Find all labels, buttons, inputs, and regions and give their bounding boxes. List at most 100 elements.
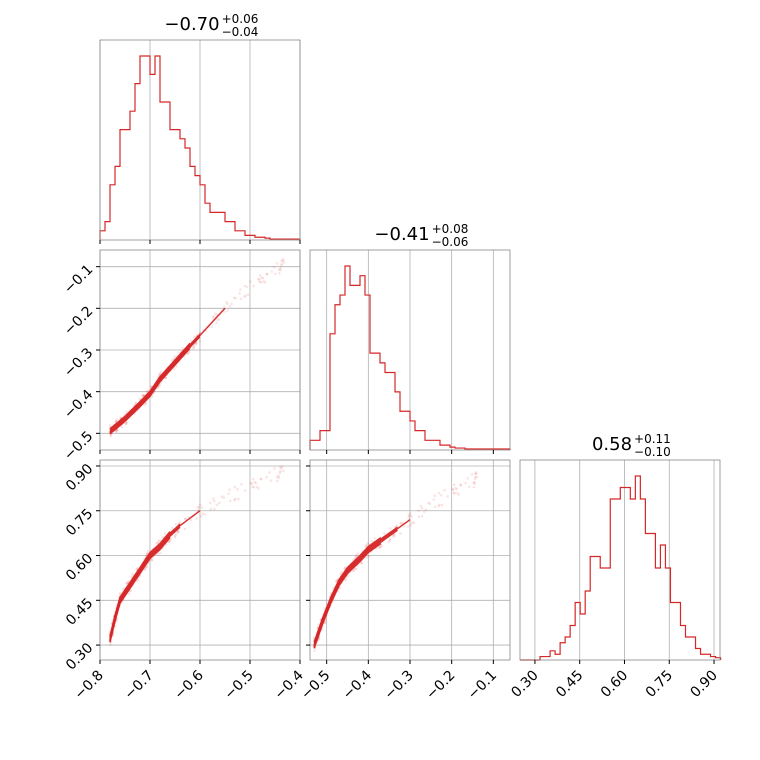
sample-point [459, 483, 463, 487]
sample-point [273, 272, 277, 276]
sample-point [451, 488, 455, 492]
sample-point [108, 424, 112, 427]
sample-point [417, 509, 420, 513]
sample-point [278, 271, 281, 275]
sample-point [122, 587, 125, 591]
sample-point [226, 302, 229, 306]
sample-point [258, 280, 262, 284]
sample-point [183, 527, 187, 531]
sample-point [143, 567, 147, 571]
sample-point [174, 534, 177, 538]
sample-point [223, 310, 226, 314]
sample-point [172, 367, 176, 371]
sample-point [475, 471, 478, 474]
title-err-plus: +0.06 [222, 12, 259, 26]
sample-point [395, 524, 399, 527]
sample-point [167, 540, 171, 544]
sample-point [251, 477, 255, 481]
title-err-plus: +0.11 [634, 432, 671, 446]
sample-point [259, 280, 263, 284]
sample-point [403, 524, 406, 528]
sample-point [228, 499, 232, 503]
sample-point [215, 321, 218, 325]
sample-point [178, 521, 181, 524]
sample-point [279, 268, 282, 272]
sample-point [408, 514, 411, 518]
sample-point [474, 472, 477, 475]
sample-point [125, 421, 128, 425]
sample-point [196, 505, 200, 509]
title-err-minus: −0.06 [432, 235, 469, 249]
sample-point [233, 485, 237, 489]
sample-point [161, 536, 164, 539]
sample-point [338, 586, 342, 590]
sample-point [225, 300, 228, 304]
sample-point [201, 512, 204, 515]
sample-point [157, 540, 160, 544]
sample-point [406, 525, 410, 528]
sample-point [135, 568, 138, 571]
sample-point [192, 344, 196, 348]
sample-point [408, 512, 412, 515]
sample-point [198, 340, 202, 343]
sample-point [388, 537, 392, 541]
sample-point [164, 376, 168, 380]
sample-point [438, 503, 441, 507]
histogram-step-p3 [520, 475, 722, 661]
sample-point [146, 389, 150, 392]
sample-point [410, 521, 414, 524]
sample-point [243, 295, 246, 299]
y-tick-label: 0.45 [63, 595, 96, 628]
x-tick-label: −0.7 [121, 668, 156, 703]
sample-point [234, 497, 237, 501]
sample-point [130, 575, 134, 578]
sample-point [365, 543, 369, 547]
sample-point [279, 469, 282, 473]
histogram-title-p1: −0.70 [164, 14, 219, 35]
sample-point [226, 309, 229, 312]
sample-point [200, 506, 204, 509]
sample-point [260, 276, 263, 280]
sample-point [281, 259, 285, 263]
sample-point [356, 552, 360, 555]
sample-point [189, 339, 193, 343]
sample-point [389, 527, 392, 530]
sample-point [473, 480, 476, 484]
sample-point [192, 345, 196, 349]
sample-point [379, 545, 382, 548]
sample-point [222, 305, 226, 309]
sample-point [127, 580, 130, 583]
sample-point [245, 285, 249, 289]
sample-point [428, 502, 432, 506]
sample-point [210, 325, 214, 329]
scatter-panel-p1-p3: −0.8 −0.7 −0.6 −0.5 −0.4 0.30 0.45 0.60 0.75 0.90 [63, 459, 307, 703]
histogram-title-p3: 0.58 [592, 434, 632, 455]
sample-point [158, 383, 162, 387]
sample-point [173, 355, 177, 358]
x-tick-label: −0.1 [465, 668, 500, 703]
sample-point [427, 501, 430, 505]
sample-point [424, 508, 428, 511]
x-tick-label: −0.5 [298, 668, 333, 703]
sample-point [473, 477, 477, 481]
sample-point [144, 402, 148, 405]
sample-point [157, 539, 161, 542]
sample-point [213, 507, 216, 511]
sample-point [475, 475, 479, 479]
sample-point [145, 551, 149, 555]
sample-point [145, 390, 149, 394]
sample-point [125, 420, 129, 424]
sample-point [443, 488, 446, 492]
y-tick-label: −0.3 [61, 345, 96, 380]
density-contour [109, 510, 201, 640]
sample-point [239, 288, 242, 291]
sample-point [364, 544, 367, 548]
sample-point [215, 503, 219, 507]
sample-point [282, 261, 286, 264]
sample-point [259, 477, 263, 481]
sample-point [259, 477, 263, 481]
sample-point [186, 352, 190, 355]
sample-point [218, 318, 221, 321]
sample-point [238, 292, 241, 295]
sample-point [454, 486, 457, 490]
